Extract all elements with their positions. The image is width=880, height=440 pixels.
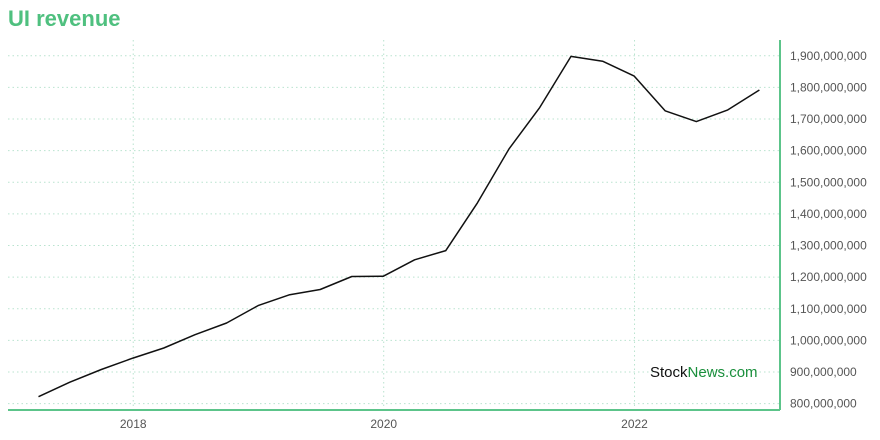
- y-tick-label: 1,500,000,000: [790, 175, 867, 189]
- grid: [8, 40, 780, 410]
- stocknews-watermark: StockNews.com: [650, 364, 758, 381]
- x-tick-label: 2018: [120, 417, 147, 431]
- y-tick-label: 1,300,000,000: [790, 239, 867, 253]
- y-tick-label: 1,400,000,000: [790, 207, 867, 221]
- y-tick-label: 1,100,000,000: [790, 302, 867, 316]
- watermark-part1: Stock: [650, 364, 688, 381]
- y-tick-label: 1,600,000,000: [790, 144, 867, 158]
- y-tick-label: 1,800,000,000: [790, 80, 867, 94]
- chart-title: UI revenue: [8, 6, 121, 31]
- y-tick-label: 1,900,000,000: [790, 49, 867, 63]
- y-tick-label: 1,200,000,000: [790, 270, 867, 284]
- series: [38, 55, 760, 398]
- x-tick-label: 2020: [370, 417, 397, 431]
- watermark-part2: News.com: [687, 364, 758, 381]
- y-tick-label: 1,000,000,000: [790, 333, 867, 347]
- tick-labels: 800,000,000 900,000,000 1,000,000,000 1,100…: [120, 49, 867, 431]
- x-tick-label: 2022: [621, 417, 648, 431]
- y-tick-label: 1,700,000,000: [790, 112, 867, 126]
- revenue-series-line: [38, 55, 760, 398]
- y-tick-label: 900,000,000: [790, 365, 857, 379]
- axes: [8, 40, 781, 411]
- y-tick-label: 800,000,000: [790, 397, 857, 411]
